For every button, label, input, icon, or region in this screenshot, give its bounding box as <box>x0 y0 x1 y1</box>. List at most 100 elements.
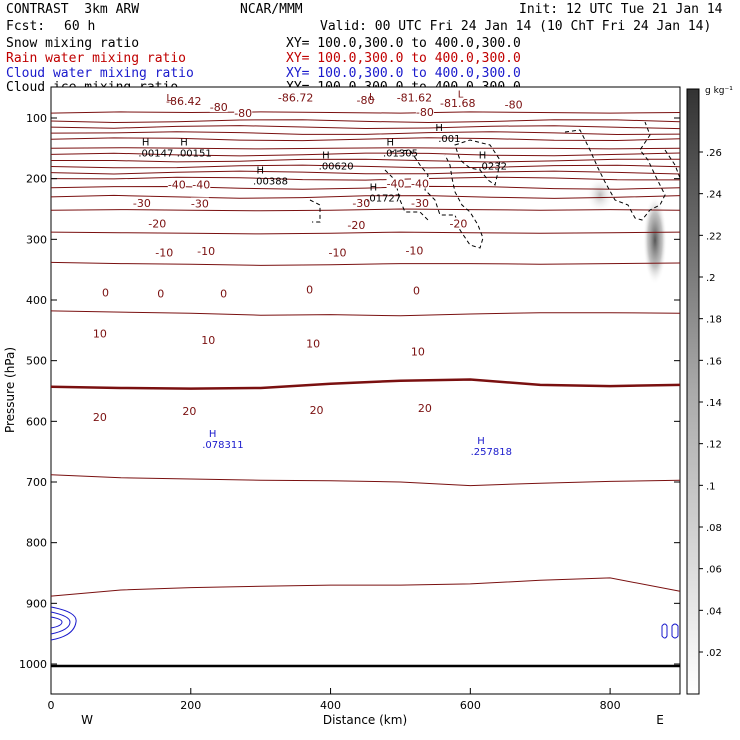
upper-contour-line <box>50 176 681 181</box>
contour-label-bg <box>300 283 319 295</box>
min-marker: L <box>458 89 464 100</box>
contour-label: -81.68 <box>440 97 475 110</box>
upper-contour-line <box>50 170 681 175</box>
legend-cloudwater-label: Cloud water mixing ratio <box>6 66 194 81</box>
max-marker: H <box>477 436 485 447</box>
contour-label-bg <box>448 96 467 108</box>
contour-label: 10 <box>201 334 215 347</box>
contour-label: -80 <box>210 101 228 114</box>
contour-label-bg <box>167 178 186 190</box>
contour-label: -30 <box>411 197 429 210</box>
contour-label: -86.72 <box>278 91 313 104</box>
y-tick-label: 700 <box>26 476 47 489</box>
contour-label: -10 <box>405 244 423 257</box>
contour-label: 0 <box>102 287 109 300</box>
colorbar-tick-label: .22 <box>706 231 722 242</box>
valid-time: Valid: 00 UTC Fri 24 Jan 14 (10 ChT Fri … <box>320 19 712 34</box>
y-tick-label: 500 <box>26 355 47 368</box>
contour-label-bg <box>411 177 430 189</box>
snow-shade-2 <box>643 195 667 285</box>
max-marker: H <box>180 137 188 148</box>
cloud-water-contours <box>50 606 679 641</box>
contour-label-bg <box>356 93 375 105</box>
contour-label: 20 <box>182 405 196 418</box>
colorbar-tick-label: .2 <box>706 273 716 284</box>
max-marker: H <box>322 151 330 162</box>
x-tick-label: 600 <box>460 699 481 712</box>
upper-isobaric-lines <box>50 119 681 199</box>
y-tick-label: 400 <box>26 294 47 307</box>
colorbar-tick-label: .08 <box>706 523 722 534</box>
contour-label-bg <box>415 401 434 413</box>
legend-rain-xy: XY= 100.0,300.0 to 400.0,300.0 <box>286 51 521 66</box>
max-marker: H <box>435 123 443 134</box>
contour-label: 20 <box>418 402 432 415</box>
y-tick-label: 600 <box>26 415 47 428</box>
upper-contour-line <box>50 119 681 124</box>
colorbar-tick-label: .1 <box>706 481 716 492</box>
contour-label-bg <box>347 218 366 230</box>
colorbar-tick-label: .14 <box>706 398 722 409</box>
contour-label-bg <box>408 345 427 357</box>
colorbar-tick-label: .04 <box>706 606 722 617</box>
colorbar-tick-label: .18 <box>706 315 722 326</box>
temp-contour--40 <box>50 208 681 212</box>
upper-contour-line <box>50 194 681 199</box>
contour-label: 0 <box>220 287 227 300</box>
colorbar-tick-label: .16 <box>706 356 722 367</box>
ice-max-value: .00620 <box>319 162 354 173</box>
contour-label: -30 <box>352 197 370 210</box>
cloud-water-max-value: .078311 <box>202 440 243 451</box>
contour-label-bg <box>209 101 228 113</box>
legend-snow-xy: XY= 100.0,300.0 to 400.0,300.0 <box>286 36 521 51</box>
contour-label-bg <box>190 197 209 209</box>
contour-label: -40 <box>387 178 405 191</box>
legend-cloudwater-xy: XY= 100.0,300.0 to 400.0,300.0 <box>286 66 521 81</box>
contour-label: -80 <box>416 106 434 119</box>
cloud-ice-outline <box>389 149 484 249</box>
east-label: E <box>656 713 664 727</box>
contour-label-bg <box>234 107 253 119</box>
max-marker: H <box>209 429 217 440</box>
contour-label-bg <box>304 337 323 349</box>
org-label: NCAR/MMM <box>240 2 303 17</box>
contour-label: -81.62 <box>397 91 432 104</box>
contour-label-bg <box>148 217 167 229</box>
contour-label: -10 <box>197 245 215 258</box>
contour-label: -30 <box>191 198 209 211</box>
contour-label-bg <box>214 287 233 299</box>
x-tick-label: 800 <box>600 699 621 712</box>
contour-label: -40 <box>192 179 210 192</box>
y-tick-label: 300 <box>26 233 47 246</box>
contour-labels: -86.42 -80 -80 -86.72 -80 -81.62 -81.68 -80 -80 -… <box>90 91 523 424</box>
temp-contour--80 <box>50 111 681 114</box>
contour-label-bg <box>286 91 305 103</box>
upper-contour-line <box>50 158 681 163</box>
contour-label-bg <box>307 403 326 415</box>
temp-contour--20 <box>50 261 681 266</box>
contour-label-bg <box>504 98 523 110</box>
x-tick-label: 0 <box>48 699 55 712</box>
contour-label-bg <box>90 327 109 339</box>
contour-label: -10 <box>329 247 347 260</box>
contour-label-bg <box>90 411 109 423</box>
contour-label: 0 <box>413 284 420 297</box>
contour-label: -20 <box>347 219 365 232</box>
upper-contour-line <box>50 164 681 169</box>
ice-max-value: .0232 <box>478 162 507 173</box>
temp-contour--30 <box>50 231 681 235</box>
contour-label-bg <box>415 105 434 117</box>
colorbar-ticks: .26 .24 .22 .2 .18 .16 .14 .12 .1 .08 .06 .04 .02 <box>699 148 722 659</box>
contour-label-bg <box>411 196 430 208</box>
contour-label-bg <box>192 178 211 190</box>
contour-label: -40 <box>168 179 186 192</box>
temp-contour-0 <box>50 378 681 390</box>
colorbar-tick-label: .02 <box>706 648 722 659</box>
upper-contour-line <box>50 125 681 130</box>
min-marker: L <box>369 92 375 103</box>
cloud-ice-contours <box>309 121 681 249</box>
model-title: CONTRAST 3km ARW <box>6 2 140 17</box>
x-tick-label: 400 <box>320 699 341 712</box>
